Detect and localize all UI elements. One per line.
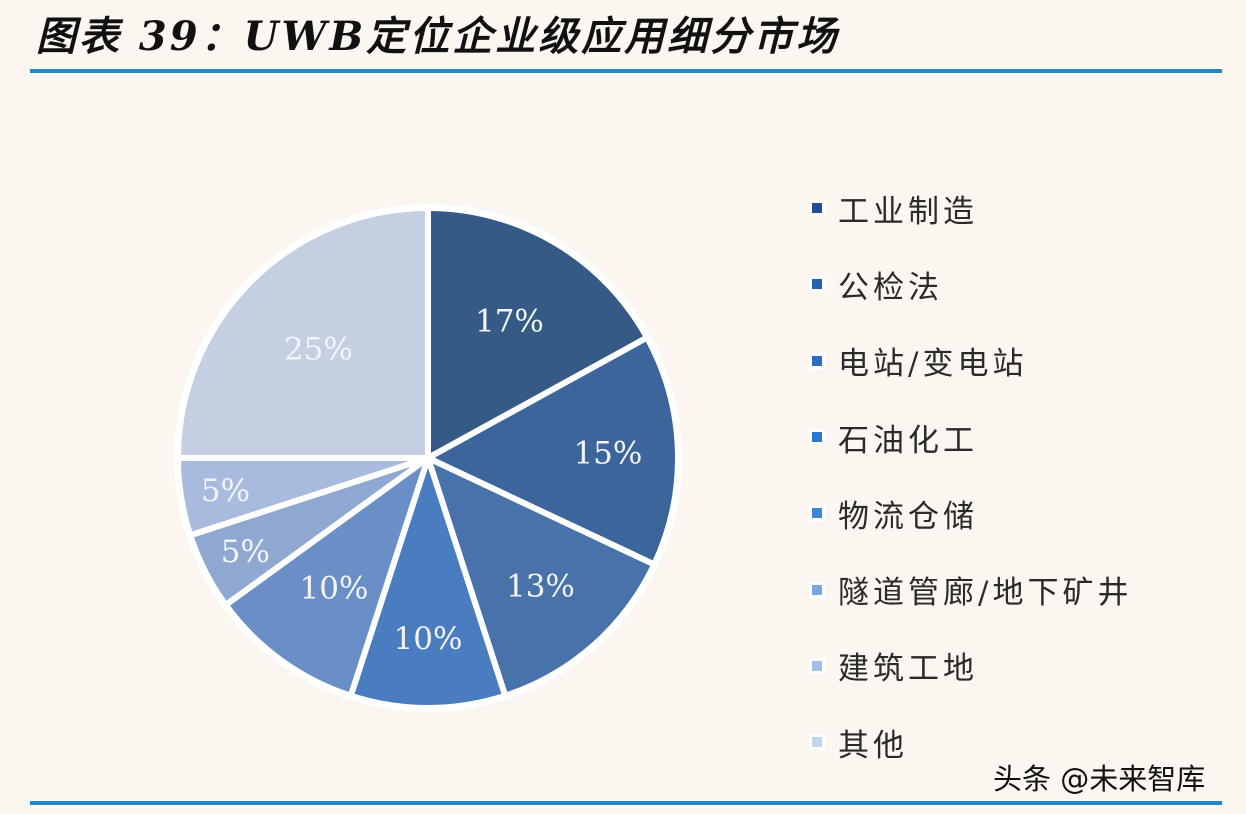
legend-swatch (812, 279, 822, 290)
pie-slice (425, 455, 658, 699)
legend-item: 公检法 (812, 246, 1132, 322)
pie-slice (425, 334, 681, 568)
legend-swatch (812, 660, 822, 671)
legend-swatch (812, 355, 822, 366)
legend-swatch (812, 432, 822, 443)
slice-percentage-label: 5% (201, 473, 250, 509)
slice-percentage-label: 10% (300, 570, 369, 606)
slice-percentage-label: 25% (284, 331, 353, 367)
legend-label: 工业制造 (838, 193, 978, 230)
pie-slice (347, 455, 509, 711)
slice-percentage-label: 17% (475, 303, 544, 339)
legend-item: 工业制造 (812, 170, 1132, 246)
legend-label: 隧道管廊/地下矿井 (838, 575, 1133, 612)
legend-label: 建筑工地 (838, 651, 978, 688)
slice-percentage-label: 10% (394, 621, 463, 657)
watermark: 头条 @未来智库 (993, 762, 1206, 796)
legend-label: 物流仓储 (838, 498, 978, 535)
bottom-divider (30, 801, 1222, 805)
slice-percentage-label: 13% (506, 569, 575, 605)
legend-item: 石油化工 (812, 399, 1132, 475)
legend-item: 电站/变电站 (812, 323, 1132, 399)
slice-percentage-label: 5% (221, 534, 270, 570)
pie-slice (222, 455, 431, 699)
legend-item: 物流仓储 (812, 475, 1132, 551)
pie-slice (425, 205, 651, 461)
legend-label: 其他 (838, 727, 908, 764)
legend: 工业制造 公检法 电站/变电站 石油化工 物流仓储 隧道管廊/地下矿井 建筑工地… (812, 170, 1132, 780)
legend-item: 隧道管廊/地下矿井 (812, 551, 1132, 627)
legend-label: 公检法 (838, 269, 943, 306)
legend-item: 建筑工地 (812, 628, 1132, 704)
legend-swatch (812, 508, 822, 519)
slice-percentage-label: 15% (573, 435, 642, 471)
legend-label: 电站/变电站 (838, 346, 1028, 383)
legend-swatch (812, 584, 822, 595)
top-divider (30, 69, 1222, 73)
legend-swatch (812, 203, 822, 214)
legend-swatch (812, 737, 822, 748)
legend-item: 其他 (812, 704, 1132, 780)
chart-title: 图表 39：UWB定位企业级应用细分市场 (36, 13, 840, 60)
pie-outline (174, 204, 682, 712)
legend-label: 石油化工 (838, 422, 978, 459)
